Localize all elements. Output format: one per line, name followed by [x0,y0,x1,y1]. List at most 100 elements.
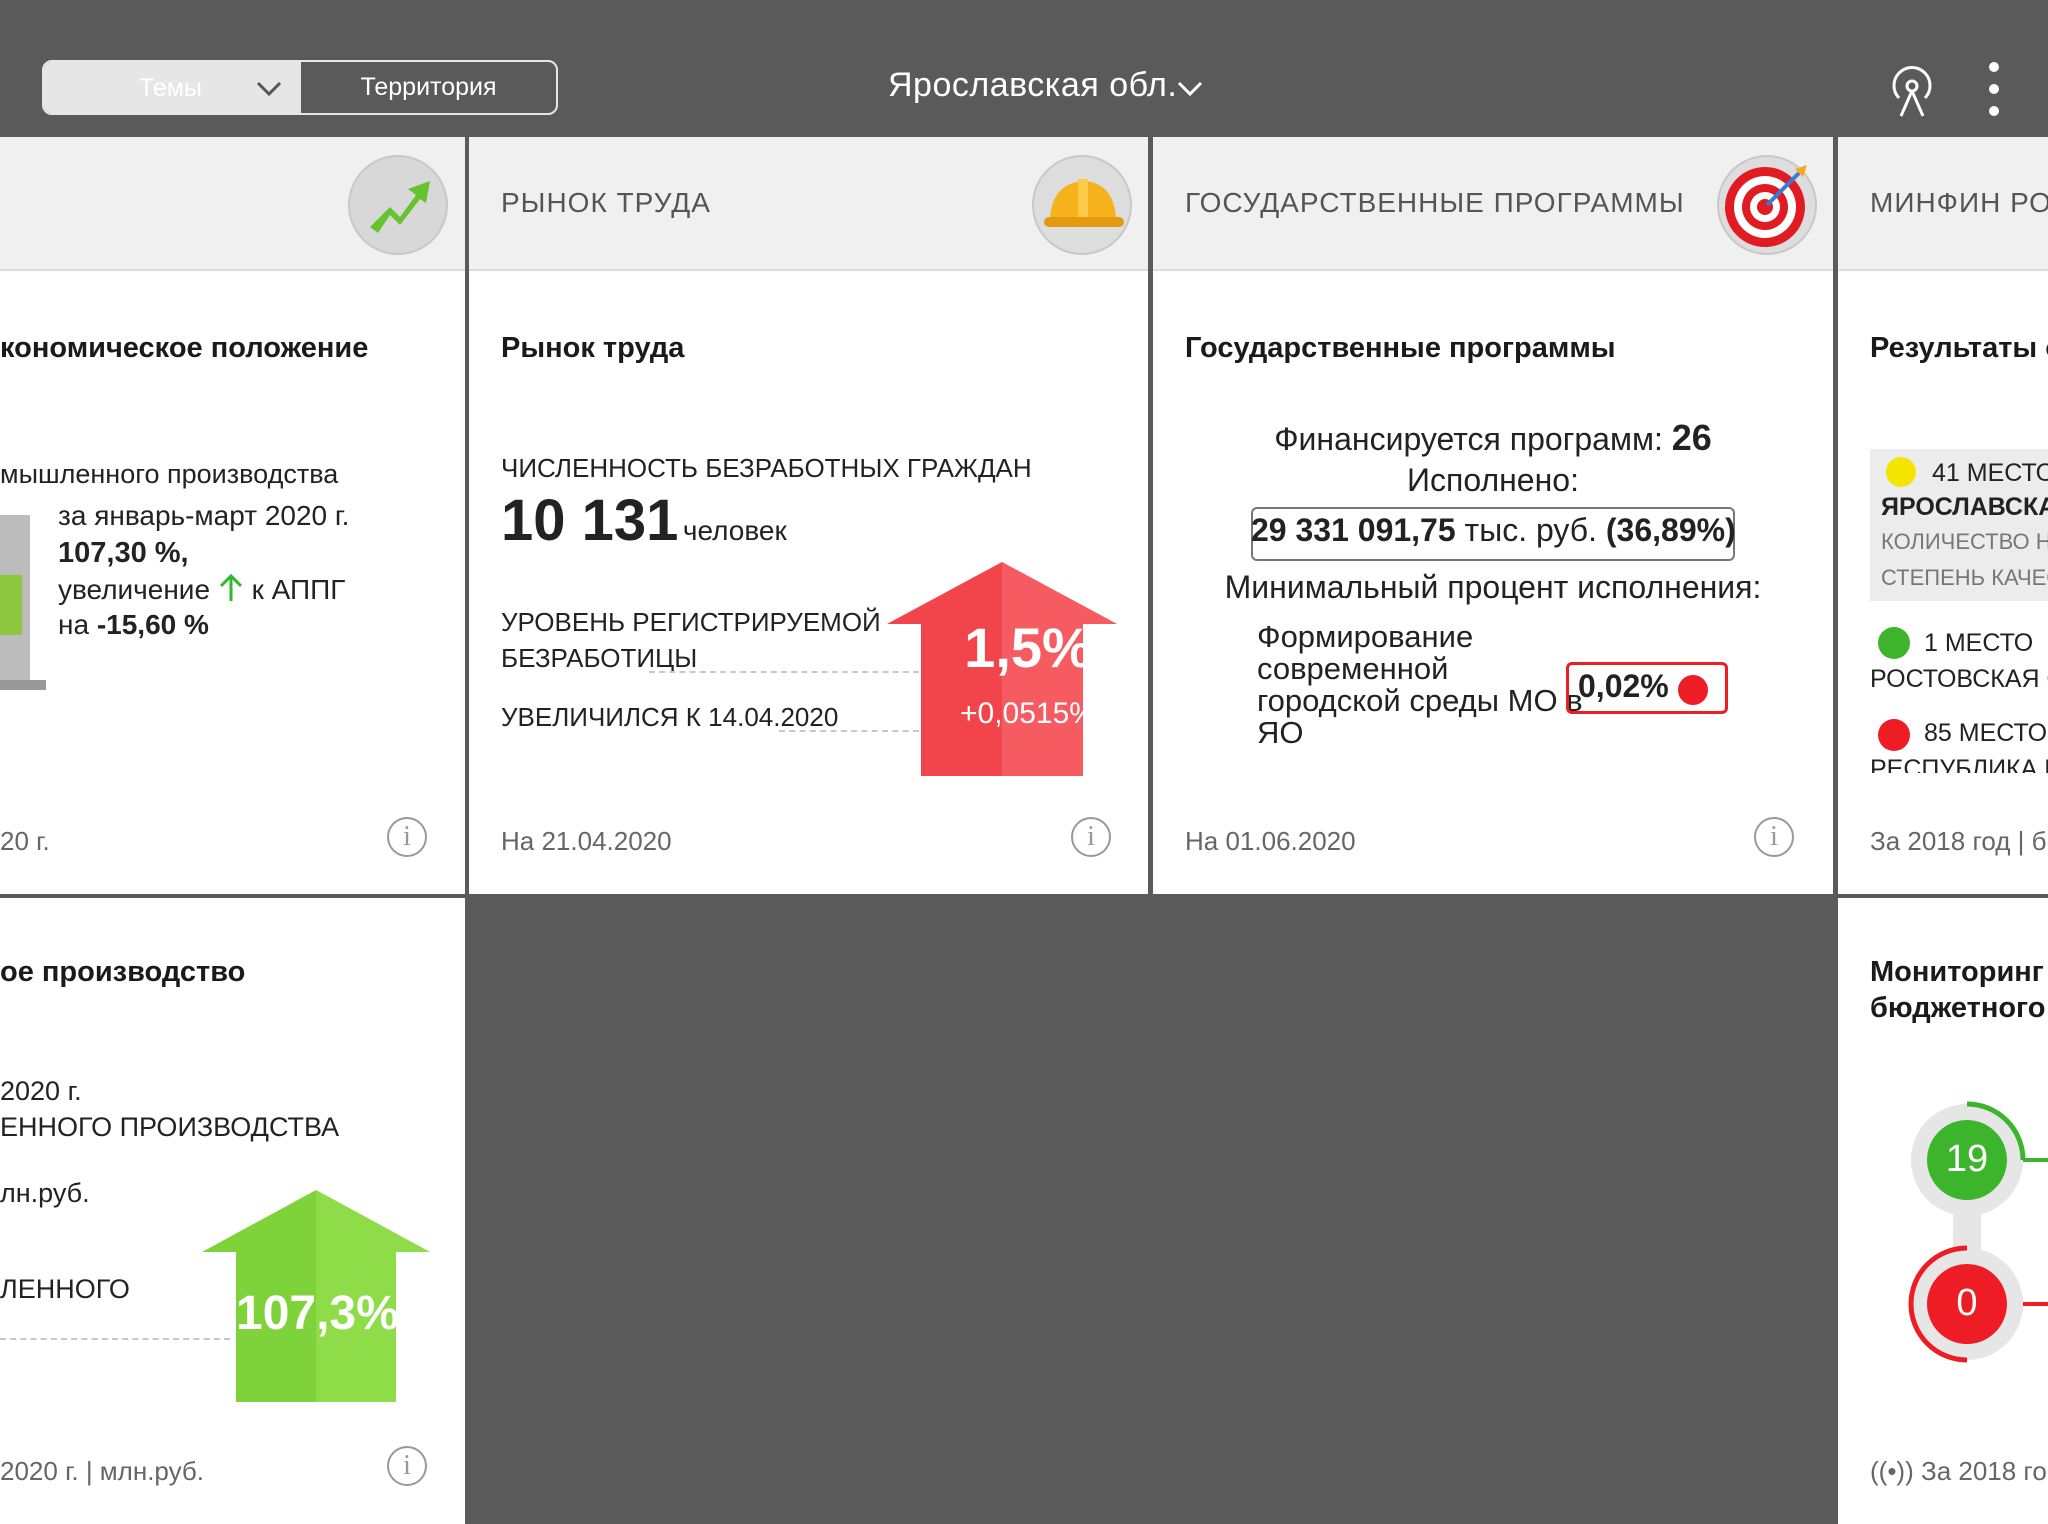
tab-themes-label: Темы [139,74,202,102]
chevron-down-icon[interactable] [1177,80,1203,98]
rank1-line2: СТЕПЕНЬ КАЧЕСТВА [1881,565,2048,590]
card-title: ое производство [0,956,246,988]
rate-label-1: УРОВЕНЬ РЕГИСТРИРУЕМОЙ [501,607,881,637]
arrow-delta: +0,0515% [960,697,1096,730]
line1: 2020 г. [0,1076,82,1106]
chevron-down-icon [256,81,282,97]
top-bar: Темы Территория Ярославская обл. [0,0,2048,136]
view-switcher: Темы Территория [42,60,558,115]
rank1-region: ЯРОСЛАВСКАЯ О [1881,493,2048,521]
card-footer: На 01.06.2020 [1185,826,1356,856]
funded-label: Финансируется программ: [1274,421,1663,457]
status-dot-red [1678,675,1708,705]
subtitle: мышленного производства [0,459,339,489]
card-state-programs[interactable]: ГОСУДАРСТВЕННЫЕ ПРОГРАММЫ Государственны… [1153,137,1833,894]
card-title: Результаты о [1870,332,2048,364]
info-icon[interactable]: i [1071,817,1111,857]
line2: ЕННОГО ПРОИЗВОДСТВА [0,1112,340,1142]
tab-territory-label: Территория [360,73,497,101]
arrow-up-icon [219,573,242,601]
change-suffix: к АППГ [251,574,346,605]
metric-value: 10 131 [501,488,679,553]
card-economy[interactable]: кономическое положение мышленного произв… [0,137,465,894]
executed-unit: тыс. руб. [1464,512,1597,548]
line4: ЛЕННОГО [0,1274,130,1304]
growth-arrow-icon [348,155,448,255]
arrow-value: 107,3% [236,1287,399,1340]
rank3-region: РЕСПУБЛИКА МОР [1870,755,2048,773]
arrow-up-indicator [887,562,1117,776]
info-icon[interactable]: i [1754,817,1794,857]
value: 107,30 %, [58,537,189,569]
divider [779,730,919,732]
target-icon [1717,155,1817,255]
card-header: РЫНОК ТРУДА [469,137,1148,271]
card-title: Рынок труда [501,332,685,364]
card-minfin[interactable]: МИНФИН РОС Результаты о 41 МЕСТО ЯРОСЛАВ… [1838,137,2048,894]
card-header-title: МИНФИН РОС [1870,187,2048,218]
min-value: 0,02% [1578,668,1669,704]
info-icon[interactable]: i [387,1446,427,1486]
metric-unit: человек [682,515,787,546]
red-count: 0 [1956,1282,1978,1324]
delta-value: -15,60 % [96,609,209,640]
rank3-place: 85 МЕСТО [1924,719,2048,747]
rate-label-2: БЕЗРАБОТИЦЫ [501,643,698,673]
divider [0,1338,230,1340]
arrow-value: 1,5% [964,616,1092,679]
card-footer: На 21.04.2020 [501,826,672,856]
card-header-title: РЫНОК ТРУДА [501,187,711,218]
card-footer: 2020 г. | млн.руб. [0,1456,205,1486]
min-program-line: Формирование [1257,619,1474,654]
rank2-place: 1 МЕСТО [1924,629,2034,657]
card-labor-market[interactable]: РЫНОК ТРУДА Рынок труда ЧИСЛЕННОСТЬ БЕЗР… [469,137,1148,894]
broadcast-icon: ((•)) [1870,1456,1914,1486]
rank1-place: 41 МЕСТО [1932,459,2048,487]
card-footer: ((•)) За 2018 го [1870,1456,2047,1487]
change-line: увеличение к АППГ [58,573,345,606]
status-dot-yellow [1886,457,1916,487]
status-dot-green [1878,627,1910,659]
status-dot-red [1878,719,1910,751]
period: за январь-март 2020 г. [58,500,350,531]
executed-amount-line: 29 331 091,75 тыс. руб. (36,89%) [1251,512,1736,549]
metric: 10 131 человек [501,487,787,554]
tab-themes[interactable]: Темы [44,62,301,113]
card-header-title: ГОСУДАРСТВЕННЫЕ ПРОГРАММЫ [1185,187,1685,218]
executed-amount: 29 331 091,75 [1251,512,1456,548]
executed-pct: (36,89%) [1605,512,1736,548]
min-program: Формирование современной городской среды… [1257,621,1583,749]
rate-change-label: УВЕЛИЧИЛСЯ К 14.04.2020 [501,702,839,732]
factory-icon [0,515,46,690]
card-title-line2: бюджетного [1870,992,2046,1024]
executed-box [1251,507,1735,561]
metric-label: ЧИСЛЕННОСТЬ БЕЗРАБОТНЫХ ГРАЖДАН [501,453,1032,483]
delta-prefix: на [58,609,90,640]
tab-territory[interactable]: Территория [301,62,556,113]
card-header: ГОСУДАРСТВЕННЫЕ ПРОГРАММЫ [1153,137,1833,271]
card-header: МИНФИН РОС [1838,137,2048,271]
region-selector[interactable]: Ярославская обл. [888,66,1178,104]
broadcast-icon[interactable] [1885,62,1939,118]
line3: лн.руб. [0,1178,90,1208]
status-gauge [1908,1101,2048,1363]
funded-line: Финансируется программ: 26 [1153,417,1833,459]
card-footer: За 2018 год | б [1870,826,2047,856]
card-monitoring[interactable]: Мониторинг бюджетного 19 0 ((•)) За 2018… [1838,898,2048,1524]
more-menu-icon[interactable] [1989,62,1999,128]
card-title-line1: Мониторинг [1870,956,2044,988]
info-icon[interactable]: i [387,817,427,857]
change-prefix: увеличение [58,574,211,605]
card-industry[interactable]: ое производство 2020 г. ЕННОГО ПРОИЗВОДС… [0,898,465,1524]
rank1-line1: КОЛИЧЕСТВО НАРУ [1881,529,2048,554]
card-title: Государственные программы [1185,332,1616,364]
arrow-up-indicator [202,1190,430,1402]
footer-text: За 2018 го [1920,1456,2047,1486]
card-header [0,137,465,271]
min-label: Минимальный процент исполнения: [1224,569,1762,605]
rank3-region-clip: РЕСПУБЛИКА МОР [1870,755,2048,773]
card-footer: 20 г. [0,826,50,856]
funded-count: 26 [1671,417,1712,458]
card-title: кономическое положение [0,332,369,364]
rank2-region: РОСТОВСКАЯ ОБЛ [1870,665,2048,693]
